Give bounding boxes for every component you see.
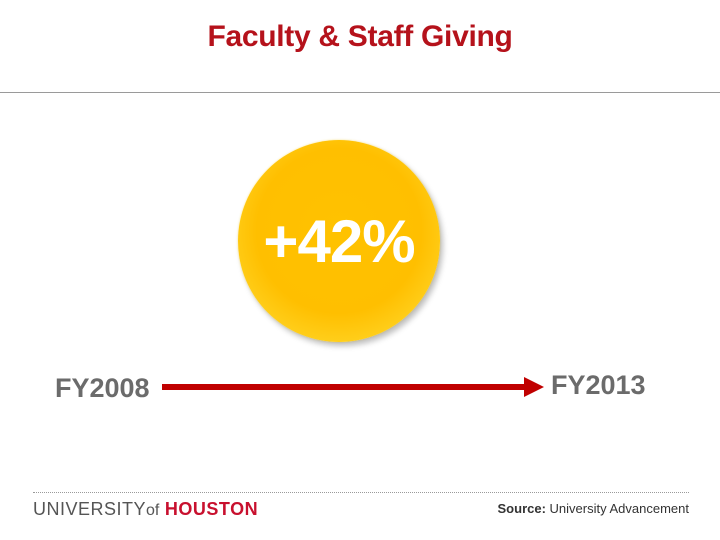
timeline-start-label: FY2008 xyxy=(55,373,150,403)
logo-of: of xyxy=(146,502,160,519)
source-label: Source: xyxy=(497,501,546,516)
timeline-end-label: FY2013 xyxy=(551,370,646,400)
arrow-right-icon xyxy=(162,377,544,397)
logo-houston: HOUSTON xyxy=(164,499,259,519)
arrow-shaft xyxy=(162,384,526,390)
source-value: University Advancement xyxy=(549,501,689,516)
footer-divider xyxy=(33,492,689,493)
title-divider xyxy=(0,92,720,93)
source-note: Source: University Advancement xyxy=(498,501,689,516)
arrow-head xyxy=(524,377,544,397)
highlight-circle: +42% xyxy=(238,140,440,342)
growth-percentage: +42% xyxy=(263,208,415,275)
logo-university: UNIVERSITY xyxy=(33,499,147,519)
university-logo: UNIVERSITYof HOUSTON xyxy=(33,499,258,520)
slide-title: Faculty & Staff Giving xyxy=(207,20,513,53)
